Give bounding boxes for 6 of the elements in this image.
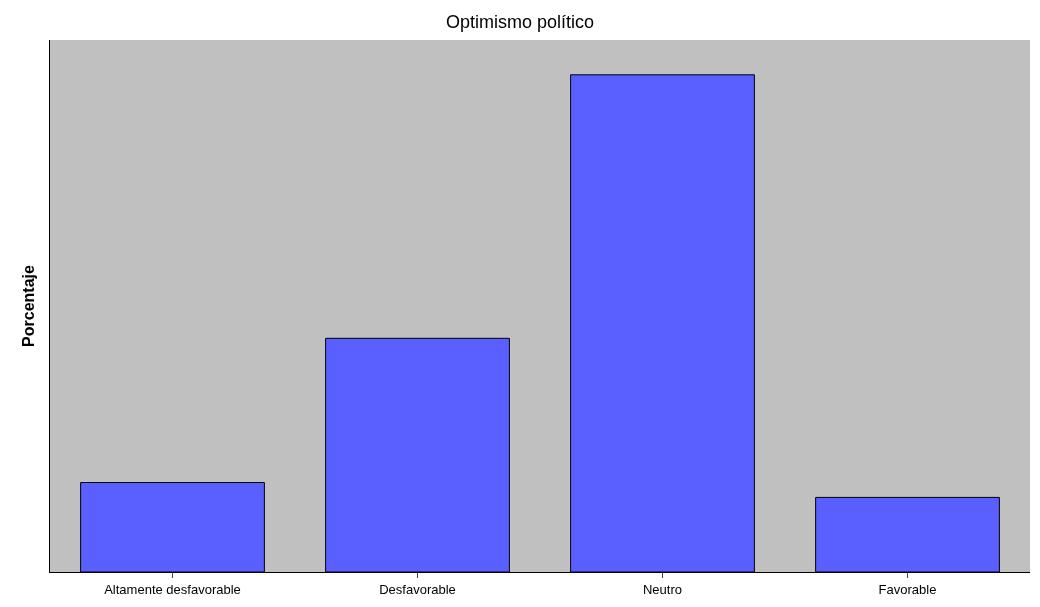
x-tick-label: Desfavorable (379, 581, 456, 597)
x-tick-label: Neutro (642, 581, 683, 597)
y-axis-title: Porcentaje (19, 264, 37, 347)
x-tick-label: Altamente desfavorable (104, 581, 241, 597)
x-tick-label: Favorable (878, 581, 937, 597)
chart-title: Optimismo político (445, 11, 595, 32)
